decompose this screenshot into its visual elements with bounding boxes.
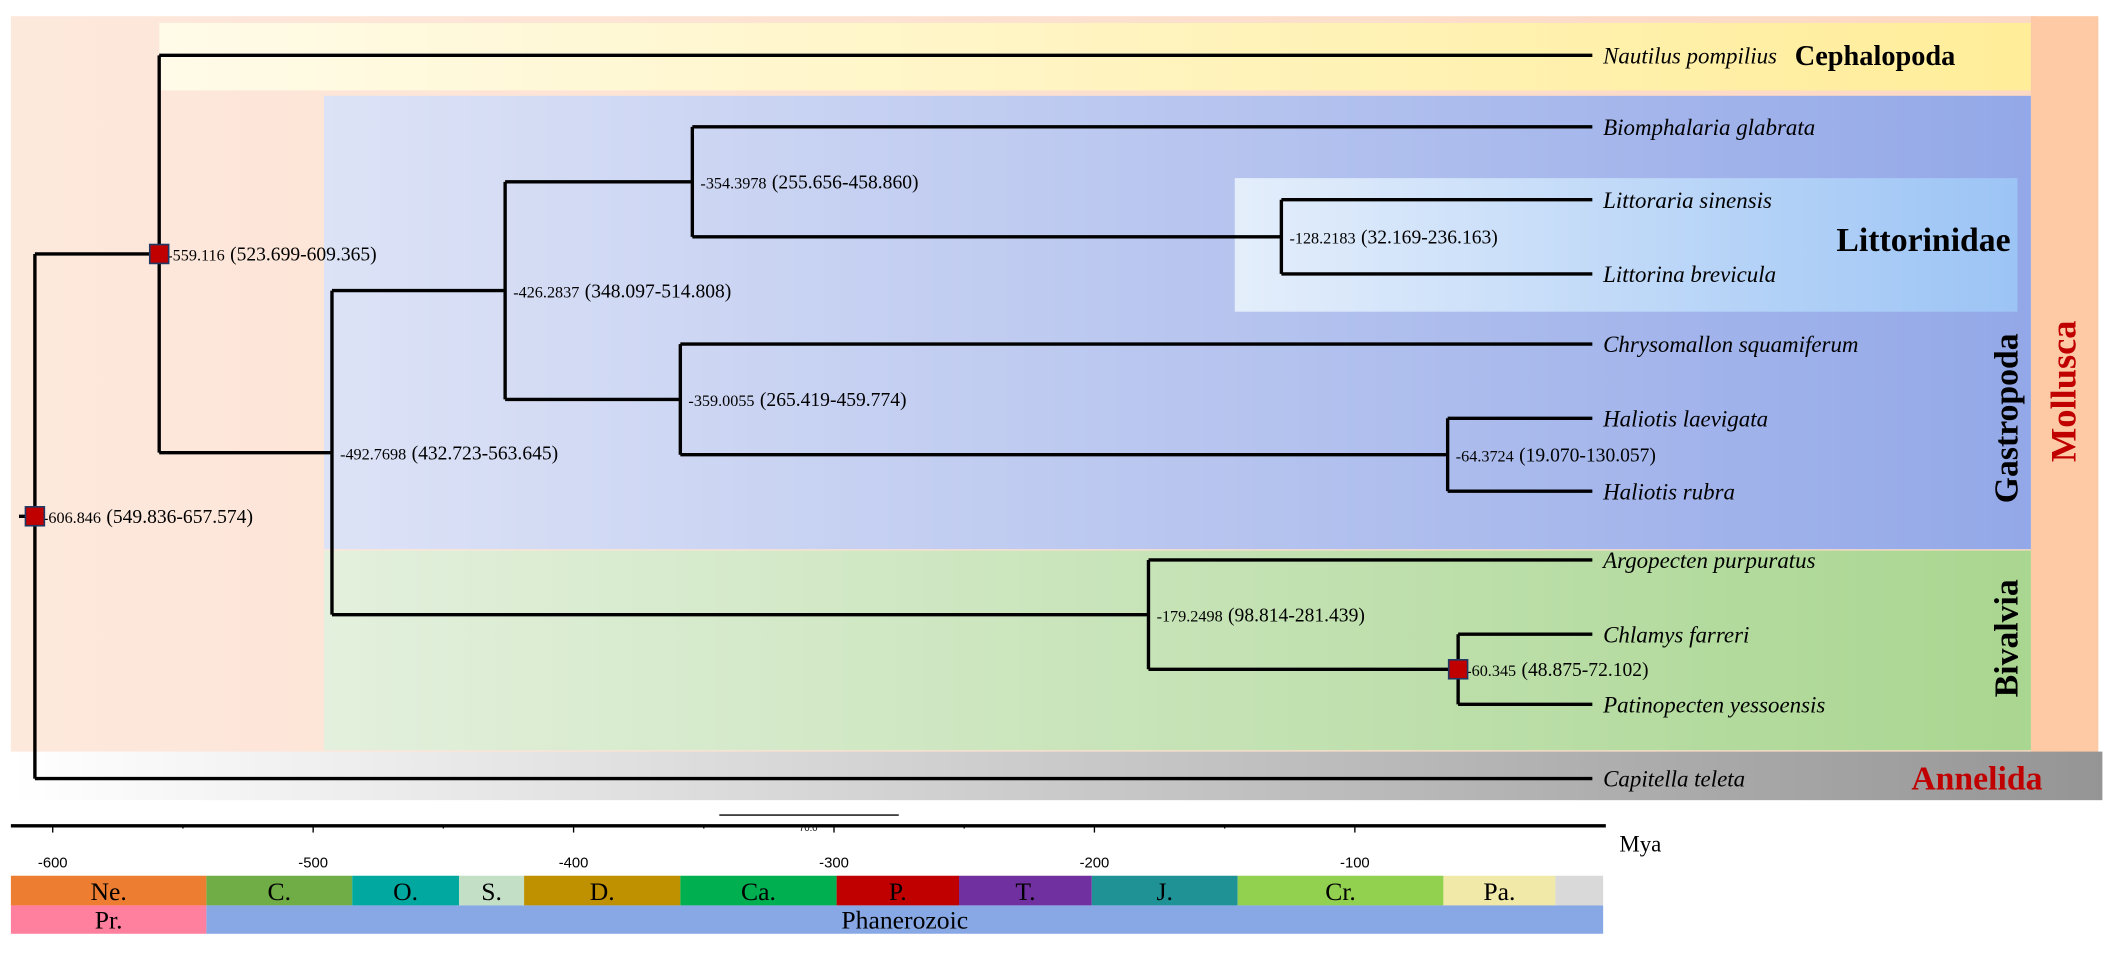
- node-ci: (265.419-459.774): [760, 390, 907, 411]
- axis-tick-label: -100: [1340, 856, 1370, 872]
- bivalvia-band: [323, 550, 2031, 751]
- axis-tick-label: -500: [298, 856, 328, 872]
- tip-label: Chrysomallon squamiferum: [1603, 332, 1858, 357]
- periods-label: Ca.: [741, 877, 776, 906]
- node-age: -60.345: [1466, 662, 1516, 680]
- node-age-label: -60.345 (48.875-72.102): [1466, 660, 1648, 681]
- eons-bar: [10, 905, 207, 934]
- node-age-label: -606.846 (549.836-657.574): [43, 507, 253, 528]
- tip-label: Chlamys farreri: [1603, 622, 1749, 647]
- periods-label: S.: [481, 877, 502, 906]
- calibration-marker-icon: [1447, 659, 1469, 680]
- periods-bar: [1091, 875, 1238, 906]
- node-age-label: -426.2837 (348.097-514.808): [513, 281, 731, 302]
- label-annelida: Annelida: [1911, 760, 2042, 797]
- eons-label: Phanerozoic: [841, 905, 968, 934]
- periods-label: D.: [590, 877, 615, 906]
- periods-label: C.: [268, 877, 292, 906]
- periods-label: O.: [393, 877, 418, 906]
- node-ci: (523.699-609.365): [230, 245, 377, 266]
- node-ci: (19.070-130.057): [1519, 445, 1656, 466]
- node-age: -354.3978: [700, 175, 766, 193]
- mollusca-label-bar: [2030, 16, 2099, 753]
- node-age: -606.846: [43, 509, 101, 527]
- periods-label: J.: [1157, 877, 1173, 906]
- eons-bar: [206, 905, 1604, 934]
- node-age: -128.2183: [1289, 230, 1355, 248]
- scale-bar-label: 70.0: [799, 823, 817, 834]
- periods-bar: [524, 875, 681, 906]
- node-age: -559.116: [167, 247, 224, 265]
- node-age-label: -128.2183 (32.169-236.163): [1289, 228, 1497, 249]
- periods-bar: [352, 875, 459, 906]
- tip-label: Littorina brevicula: [1602, 262, 1776, 287]
- node-age: -64.3724: [1456, 447, 1514, 465]
- periods-label: Pa.: [1483, 877, 1515, 906]
- node-ci: (432.723-563.645): [412, 443, 559, 464]
- tip-label: Haliotis laevigata: [1602, 406, 1768, 431]
- periods-bar: [1555, 875, 1604, 906]
- tip-label: Biomphalaria glabrata: [1603, 115, 1815, 140]
- periods-bar: [10, 875, 207, 906]
- tip-label: Argopecten purpuratus: [1601, 548, 1816, 573]
- scale-bar: 70.0: [719, 814, 899, 834]
- calibration-marker-icon: [24, 506, 46, 527]
- tip-label: Nautilus pompilius: [1602, 43, 1777, 68]
- node-age-label: -359.0055 (265.419-459.774): [688, 390, 906, 411]
- node-age-label: -354.3978 (255.656-458.860): [700, 173, 918, 194]
- time-axis: Mya -600 -500 -400 -300 -200 -100: [10, 824, 1661, 872]
- periods-bar: [959, 875, 1092, 906]
- axis-unit: Mya: [1619, 831, 1661, 856]
- clade-backgrounds: [10, 16, 2103, 801]
- tip-label: Haliotis rubra: [1602, 479, 1735, 504]
- periods-bar: [1237, 875, 1444, 906]
- node-age: -426.2837: [513, 283, 579, 301]
- node-age: -492.7698: [340, 445, 406, 463]
- periods-bar: [680, 875, 837, 906]
- node-age-label: -559.116 (523.699-609.365): [167, 245, 376, 266]
- gastropoda-band: [323, 95, 2031, 550]
- periods-label: Ne.: [90, 877, 126, 906]
- label-cephalopoda: Cephalopoda: [1795, 41, 1956, 72]
- group-labels: Cephalopoda Littorinidae Gastropoda Biva…: [1795, 41, 2084, 798]
- eons-label: Pr.: [95, 905, 123, 934]
- node-ci: (348.097-514.808): [585, 281, 732, 302]
- periods-label: P.: [889, 877, 907, 906]
- node-ci: (48.875-72.102): [1522, 660, 1649, 681]
- calibration-marker-icon: [148, 243, 170, 265]
- node-age: -179.2498: [1157, 607, 1223, 625]
- node-ci: (255.656-458.860): [772, 173, 919, 194]
- node-ci: (549.836-657.574): [106, 507, 253, 528]
- axis-tick-label: -300: [819, 856, 849, 872]
- axis-tick-label: -600: [38, 856, 68, 872]
- node-ci: (32.169-236.163): [1361, 228, 1498, 249]
- label-littorinidae: Littorinidae: [1836, 222, 2010, 259]
- tip-label: Littoraria sinensis: [1602, 188, 1772, 213]
- tree-branches: Nautilus pompilius Biomphalaria glabrata L…: [18, 43, 1858, 792]
- label-bivalvia: Bivalvia: [1988, 579, 2025, 697]
- label-mollusca: Mollusca: [2043, 320, 2083, 462]
- node-age: -359.0055: [688, 392, 754, 410]
- periods-bar: [836, 875, 960, 906]
- periods-label: Cr.: [1325, 877, 1356, 906]
- node-ci: (98.814-281.439): [1228, 605, 1365, 626]
- tip-label: Patinopecten yessoensis: [1602, 692, 1825, 717]
- node-age-label: -492.7698 (432.723-563.645): [340, 443, 558, 464]
- axis-tick-label: -200: [1080, 856, 1110, 872]
- node-age-label: -64.3724 (19.070-130.057): [1456, 445, 1656, 466]
- periods-bar: [1443, 875, 1556, 906]
- periods-label: T.: [1015, 877, 1035, 906]
- periods-bar: [458, 875, 525, 906]
- geologic-timescale: Ne. C. O. S. D. Ca. P. T. J. Cr. Pa. Pr. Phanerozoic: [10, 875, 1604, 934]
- label-gastropoda: Gastropoda: [1988, 333, 2025, 503]
- periods-bar: [206, 875, 353, 906]
- annelida-band: [10, 751, 2103, 801]
- tip-label: Capitella teleta: [1603, 767, 1745, 792]
- axis-tick-label: -400: [559, 856, 589, 872]
- node-age-label: -179.2498 (98.814-281.439): [1157, 605, 1365, 626]
